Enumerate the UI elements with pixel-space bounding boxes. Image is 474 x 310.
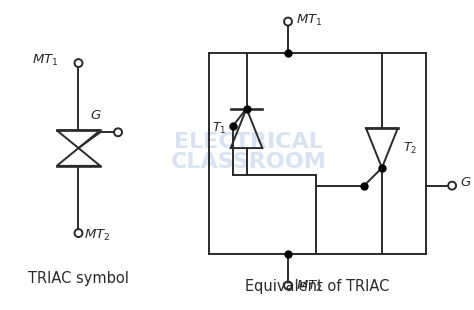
Text: TRIAC symbol: TRIAC symbol [28,272,129,286]
Text: CLASSROOM: CLASSROOM [171,152,327,172]
Text: $MT_1$: $MT_1$ [296,13,322,28]
Text: $MT_1$: $MT_1$ [32,53,59,68]
Text: Equivalent of TRIAC: Equivalent of TRIAC [246,279,390,294]
Text: $T_1$: $T_1$ [212,121,226,136]
Text: $G$: $G$ [460,176,472,189]
Text: $MT_2$: $MT_2$ [296,279,322,294]
Text: $MT_2$: $MT_2$ [84,228,111,243]
Text: $G$: $G$ [91,109,102,122]
Text: ELECTRICAL: ELECTRICAL [174,132,323,152]
Text: $T_2$: $T_2$ [403,140,417,156]
